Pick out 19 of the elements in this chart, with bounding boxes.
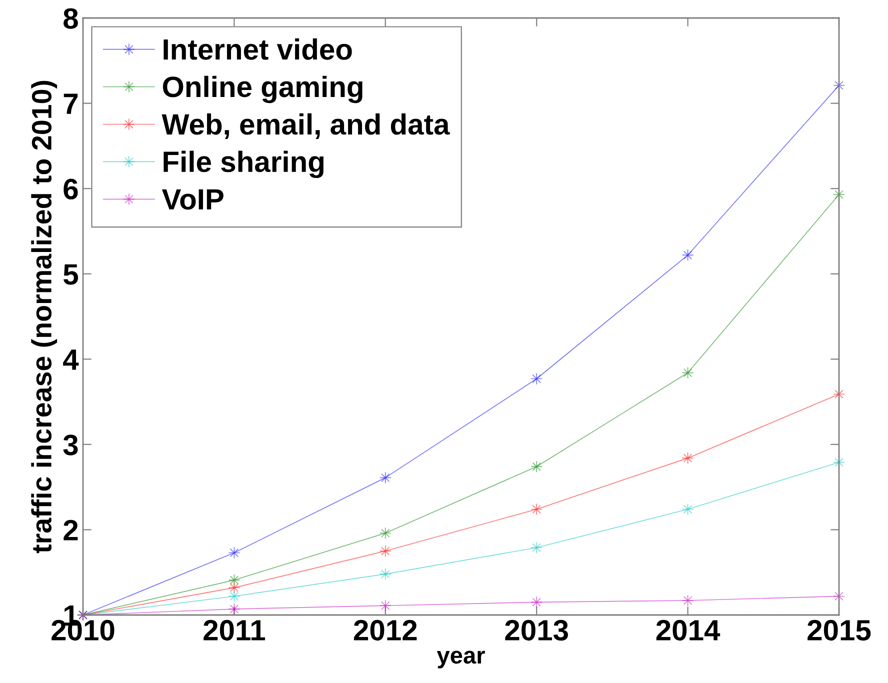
y-tick-label: 5 [64,264,78,285]
y-axis-title: traffic increase (normalized to 2010) [31,80,58,554]
x-tick-label: 2013 [505,620,568,641]
y-tick-label: 7 [64,94,78,114]
x-axis-title: year [436,650,485,668]
y-tick-label: 8 [64,8,78,29]
legend-label: Online gaming [162,76,362,104]
y-tick-label: 4 [63,350,79,370]
x-tick-label: 2015 [808,620,871,641]
y-tick-label: 3 [63,434,78,456]
y-tick-label: 6 [64,178,78,200]
x-tick-label: 2012 [354,620,417,641]
x-tick-label: 2014 [656,620,720,641]
legend-label: Web, email, and data [162,113,450,139]
legend-label: VoIP [162,189,224,210]
legend-label: File sharing [164,150,324,178]
legend-label: Internet video [164,38,352,60]
y-tick-label: 2 [64,520,78,540]
x-tick-label: 2011 [204,620,266,641]
